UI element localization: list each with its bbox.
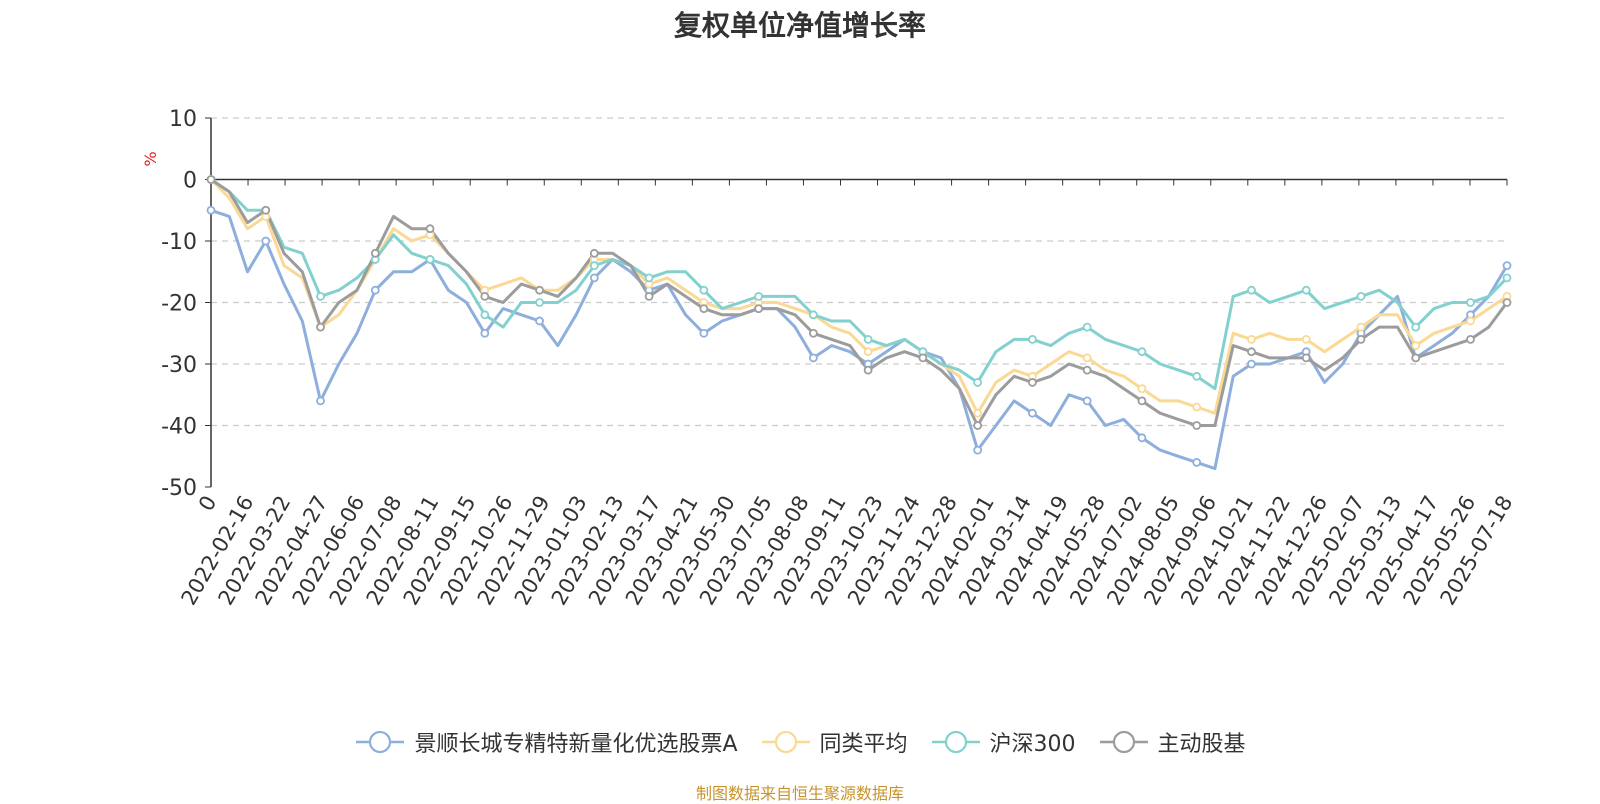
legend-item[interactable]: 沪深300 — [930, 726, 1076, 758]
data-point-3 — [1192, 421, 1202, 430]
data-point-2 — [316, 291, 325, 301]
legend-marker-icon — [356, 730, 405, 754]
data-point-3 — [480, 291, 490, 301]
data-point-2 — [480, 310, 490, 320]
data-point-3 — [754, 304, 764, 314]
data-point-3 — [589, 248, 599, 258]
data-point-2 — [973, 378, 983, 387]
data-point-3 — [1502, 298, 1512, 307]
data-point-2 — [1028, 334, 1037, 344]
data-point-2 — [425, 255, 435, 264]
data-point-2 — [1502, 273, 1512, 283]
data-point-0 — [261, 236, 271, 246]
data-point-2 — [808, 310, 818, 320]
y-tick-label: 10 — [169, 107, 197, 132]
data-point-3 — [1301, 353, 1311, 363]
data-point-1 — [1137, 384, 1147, 394]
data-point-2 — [644, 273, 654, 283]
y-tick-label: -20 — [161, 292, 197, 317]
data-point-3 — [808, 328, 818, 338]
y-tick-label: -30 — [161, 353, 197, 378]
data-point-2 — [699, 285, 709, 295]
data-point-3 — [1466, 334, 1475, 344]
data-point-3 — [370, 248, 380, 258]
data-point-0 — [1247, 359, 1256, 369]
legend-item[interactable]: 同类平均 — [760, 726, 908, 758]
data-point-0 — [316, 396, 325, 406]
data-point-0 — [1137, 433, 1147, 443]
data-point-2 — [535, 298, 544, 307]
data-point-3 — [863, 365, 873, 375]
data-point-2 — [754, 291, 764, 301]
x-tick-label: 0 — [194, 492, 221, 516]
data-point-2 — [1247, 285, 1256, 295]
data-point-2 — [1411, 322, 1421, 332]
data-point-3 — [206, 175, 216, 184]
y-tick-label: -10 — [161, 230, 197, 255]
data-point-0 — [1192, 457, 1202, 467]
data-point-1 — [1247, 334, 1256, 344]
data-point-3 — [1137, 396, 1147, 406]
legend-label: 景顺长城专精特新量化优选股票A — [414, 732, 738, 757]
data-point-0 — [699, 328, 709, 338]
data-point-2 — [1137, 347, 1147, 357]
legend-marker-icon — [931, 730, 980, 754]
legend-item[interactable]: 景顺长城专精特新量化优选股票A — [354, 726, 738, 758]
data-point-3 — [261, 205, 271, 215]
y-tick-label: 0 — [183, 169, 197, 194]
data-point-1 — [1356, 322, 1366, 332]
data-point-3 — [1356, 334, 1366, 344]
data-point-3 — [1247, 347, 1256, 357]
data-point-1 — [1082, 353, 1092, 363]
data-point-0 — [535, 316, 544, 326]
data-point-2 — [863, 334, 873, 344]
data-point-3 — [644, 291, 654, 301]
data-point-3 — [918, 353, 928, 363]
data-point-0 — [1502, 261, 1512, 271]
data-point-3 — [1028, 378, 1037, 387]
data-point-3 — [699, 304, 709, 314]
data-point-2 — [589, 261, 599, 271]
data-point-0 — [1028, 408, 1037, 418]
legend-marker-icon — [1099, 730, 1148, 754]
data-point-0 — [973, 445, 983, 455]
data-point-3 — [1082, 365, 1092, 375]
y-tick-label: -40 — [161, 415, 197, 440]
data-point-2 — [1192, 371, 1202, 381]
data-point-3 — [1411, 353, 1421, 363]
data-point-1 — [1301, 334, 1311, 344]
legend-label: 主动股基 — [1157, 732, 1246, 757]
data-point-2 — [1466, 298, 1475, 307]
data-point-1 — [973, 408, 983, 418]
y-axis-label: % — [141, 151, 160, 166]
legend-item[interactable]: 主动股基 — [1098, 726, 1246, 758]
data-point-0 — [206, 205, 216, 215]
legend-label: 沪深300 — [989, 732, 1076, 757]
data-point-3 — [973, 421, 983, 430]
data-point-0 — [808, 353, 818, 363]
data-point-0 — [480, 328, 490, 338]
chart-legend: 景顺长城专精特新量化优选股票A 同类平均 沪深300 主动股基 — [0, 722, 1600, 762]
legend-marker-icon — [761, 730, 810, 754]
data-point-1 — [863, 347, 873, 357]
data-point-0 — [1082, 396, 1092, 406]
data-point-1 — [1411, 341, 1421, 350]
y-tick-label: -50 — [161, 476, 197, 501]
data-point-2 — [1082, 322, 1092, 332]
source-note: 制图数据来自恒生聚源数据库 — [695, 784, 904, 803]
data-point-1 — [1466, 316, 1475, 326]
chart-title: 复权单位净值增长率 — [673, 9, 926, 42]
data-point-0 — [370, 285, 380, 295]
data-point-3 — [316, 322, 325, 332]
data-point-2 — [1356, 291, 1366, 301]
legend-label: 同类平均 — [819, 732, 908, 757]
data-point-2 — [1301, 285, 1311, 295]
series-line-0 — [209, 208, 1509, 471]
data-point-3 — [425, 224, 435, 234]
data-point-3 — [535, 285, 544, 295]
data-point-0 — [589, 273, 599, 283]
data-point-1 — [1192, 402, 1202, 412]
